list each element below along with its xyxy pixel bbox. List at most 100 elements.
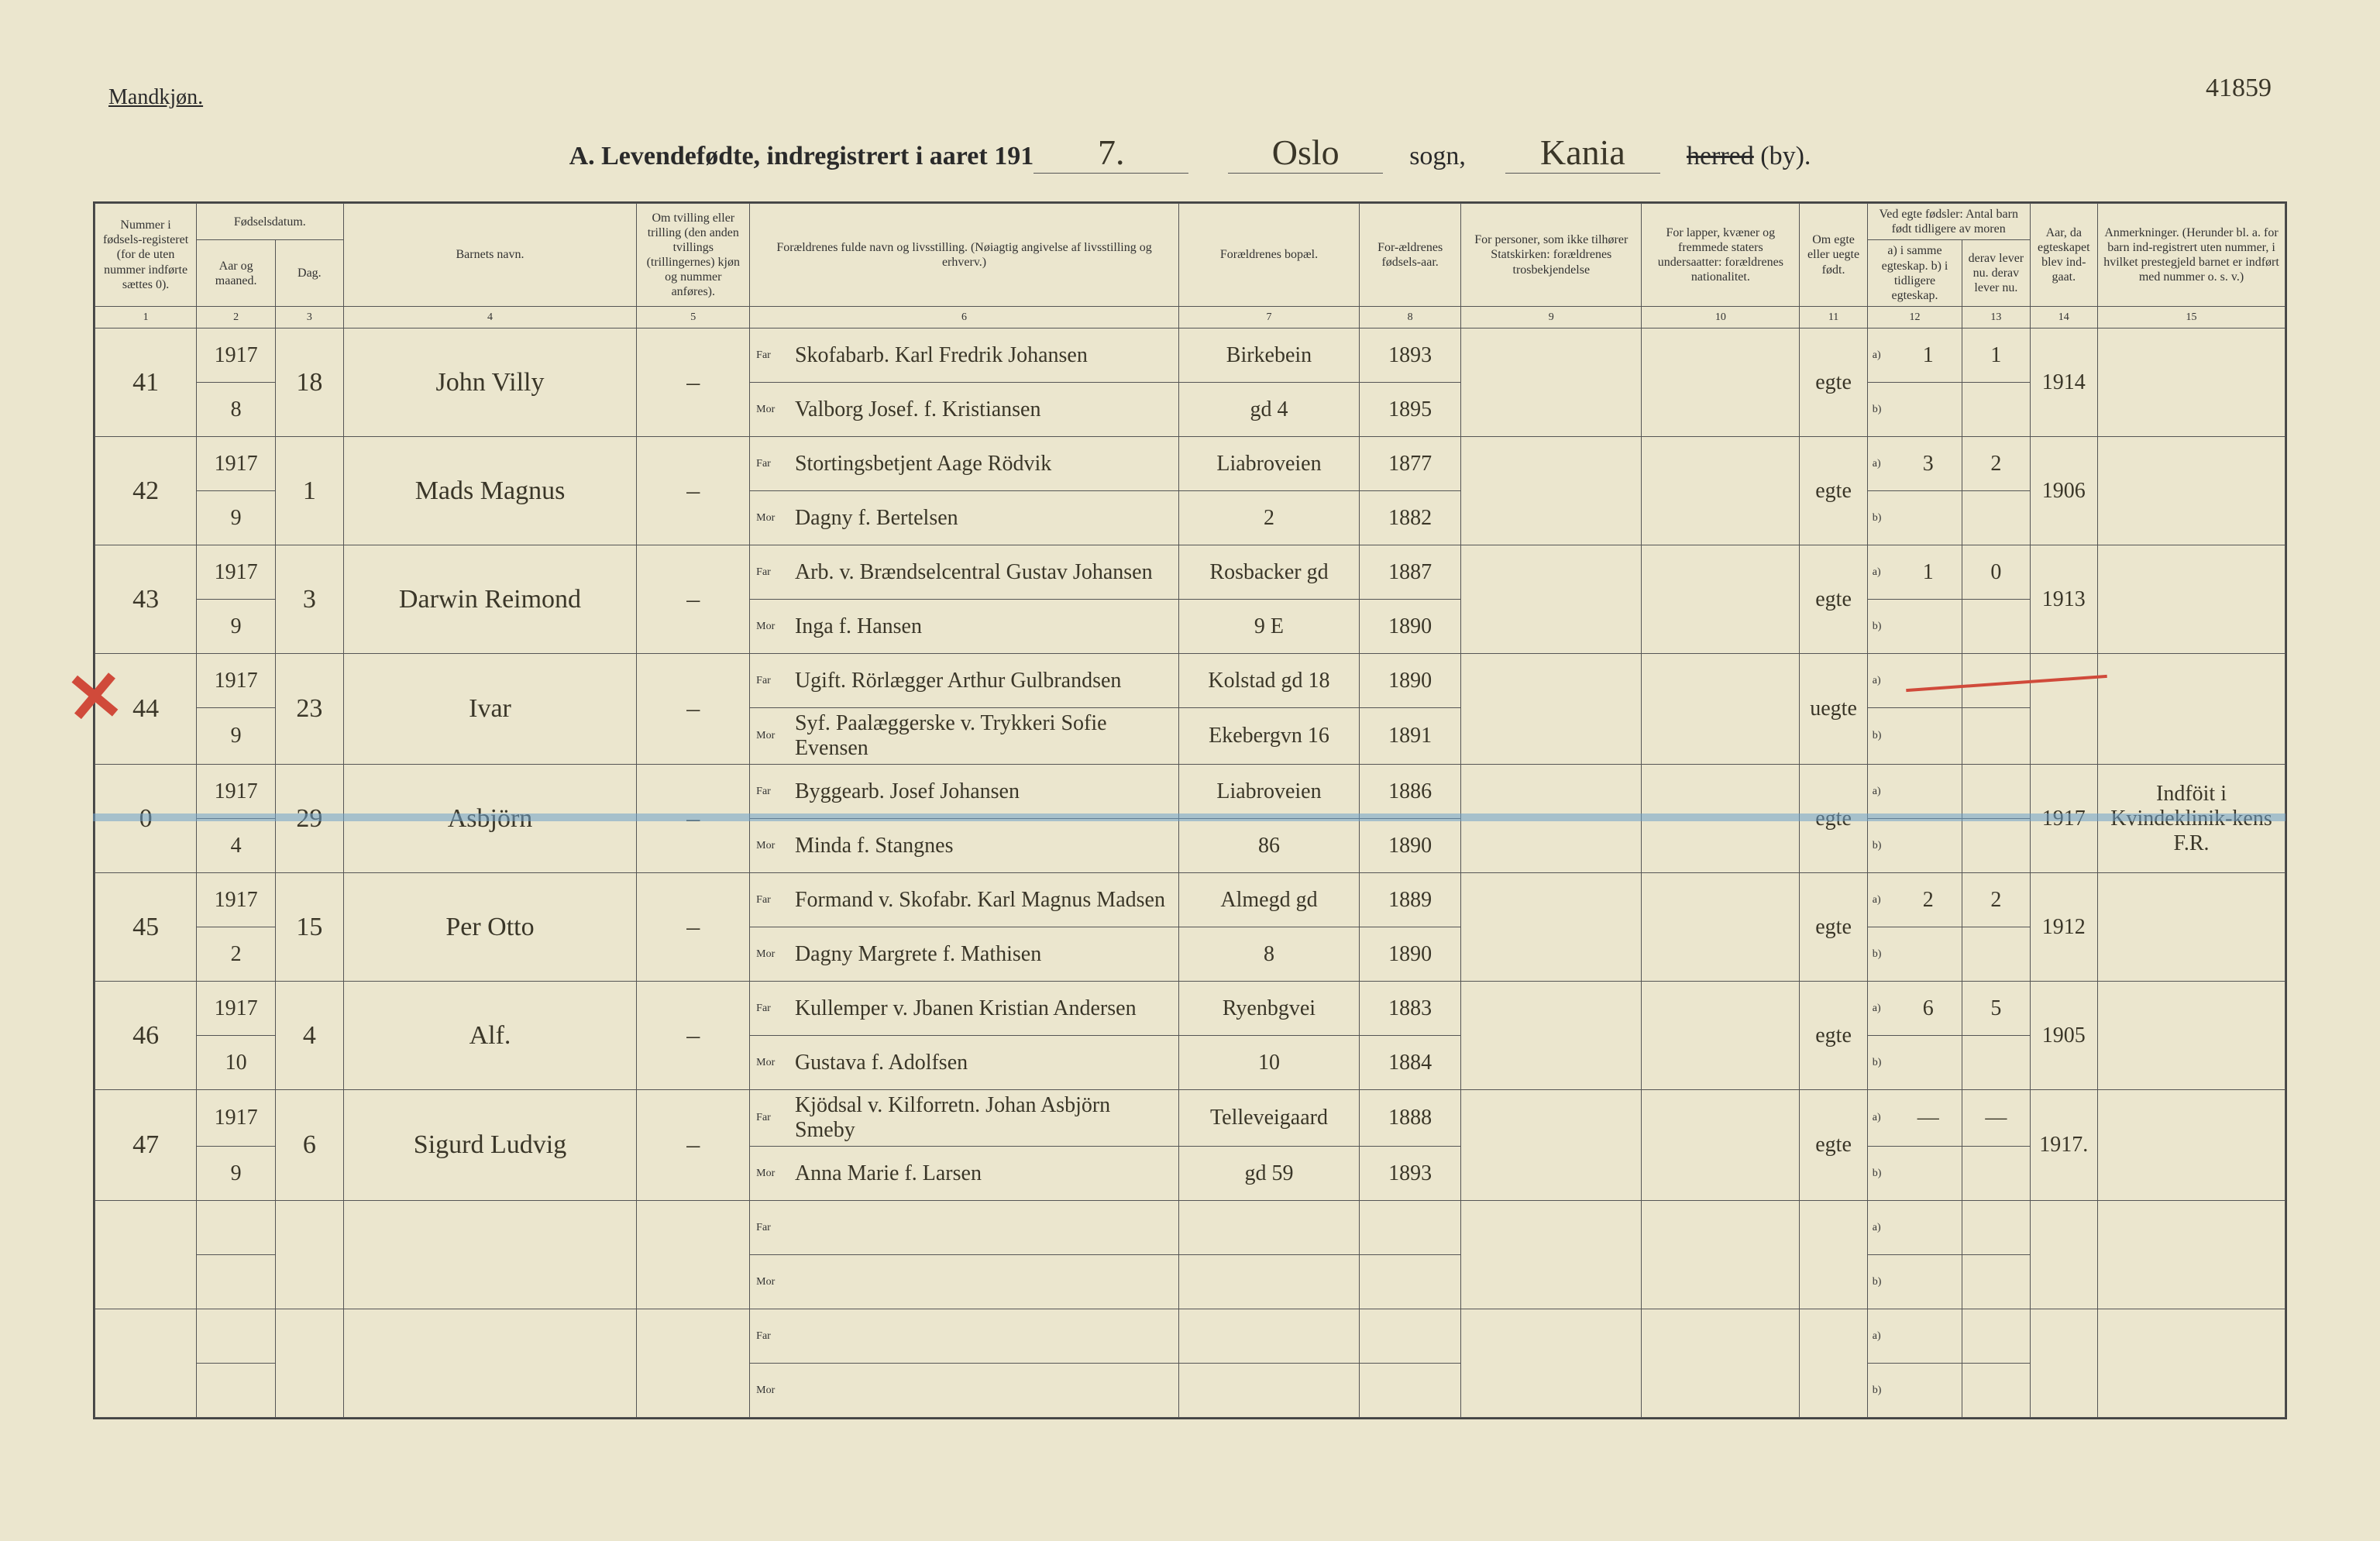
title-year-suffix: 7. [1034, 132, 1188, 174]
b-label: b) [1867, 1036, 1894, 1090]
father-residence: Birkebein [1178, 328, 1359, 383]
nationality-cell [1642, 437, 1800, 545]
herred-handwritten: Kania [1505, 132, 1660, 174]
legitimacy-cell: egte [1800, 873, 1867, 982]
col-12-header: a) i samme egteskap. b) i tidligere egte… [1867, 240, 1962, 307]
child-name [343, 1201, 637, 1309]
b-label: b) [1867, 819, 1894, 873]
mother-residence: gd 4 [1178, 383, 1359, 437]
far-label: Far [750, 1201, 795, 1255]
record-year: 1917 [197, 437, 276, 491]
record-month: 4 [197, 819, 276, 873]
father-name: Ugift. Rörlægger Arthur Gulbrandsen [795, 654, 1178, 708]
record-row-far: 0191729Asbjörn–FarByggearb. Josef Johans… [95, 765, 2285, 819]
mother-residence: 8 [1178, 927, 1359, 982]
remarks-cell [2098, 328, 2285, 437]
living-value: 0 [1962, 545, 2030, 600]
living-b-value [1962, 383, 2030, 437]
mother-name: Inga f. Hansen [795, 600, 1178, 654]
col-2-group-header: Fødselsdatum. [197, 204, 343, 240]
a-label: a) [1867, 1309, 1894, 1364]
colnum: 13 [1962, 307, 2030, 328]
twin-cell: – [637, 982, 750, 1090]
record-year: 1917 [197, 982, 276, 1036]
child-name: Ivar [343, 654, 637, 765]
twin-cell [637, 1201, 750, 1309]
colnum: 11 [1800, 307, 1867, 328]
marriage-year [2030, 1201, 2097, 1309]
record-number: 0 [95, 765, 197, 873]
mor-label: Mor [750, 1147, 795, 1201]
record-day: 3 [276, 545, 343, 654]
record-day [276, 1201, 343, 1309]
record-number: 42 [95, 437, 197, 545]
mother-name: Valborg Josef. f. Kristiansen [795, 383, 1178, 437]
register-table: Nummer i fødsels-registeret (for de uten… [95, 203, 2285, 1418]
religion-cell [1461, 765, 1642, 873]
record-number: 45 [95, 873, 197, 982]
b-value [1894, 708, 1962, 765]
nationality-cell [1642, 982, 1800, 1090]
living-b-value [1962, 600, 2030, 654]
twin-cell: – [637, 654, 750, 765]
record-month [197, 1255, 276, 1309]
colnum: 2 [197, 307, 276, 328]
child-name: Per Otto [343, 873, 637, 982]
mother-birthyear [1360, 1364, 1461, 1418]
far-label: Far [750, 545, 795, 600]
a-label: a) [1867, 1201, 1894, 1255]
legitimacy-cell: uegte [1800, 654, 1867, 765]
colnum: 3 [276, 307, 343, 328]
nationality-cell [1642, 654, 1800, 765]
marriage-year: 1913 [2030, 545, 2097, 654]
remarks-cell: Indföit i Kvindeklinik-kens F.R. [2098, 765, 2285, 873]
mother-residence [1178, 1255, 1359, 1309]
col-3-header: Dag. [276, 240, 343, 307]
a-label: a) [1867, 437, 1894, 491]
father-name: Stortingsbetjent Aage Rödvik [795, 437, 1178, 491]
mor-label: Mor [750, 383, 795, 437]
record-number: 47 [95, 1090, 197, 1201]
twin-cell: – [637, 873, 750, 982]
a-value: 3 [1894, 437, 1962, 491]
living-b-value [1962, 1147, 2030, 1201]
living-value: — [1962, 1090, 2030, 1147]
colnum: 7 [1178, 307, 1359, 328]
legitimacy-cell: egte [1800, 982, 1867, 1090]
record-month: 9 [197, 491, 276, 545]
mother-residence: 9 E [1178, 600, 1359, 654]
mother-residence [1178, 1364, 1359, 1418]
marriage-year: 1914 [2030, 328, 2097, 437]
mother-birthyear: 1890 [1360, 927, 1461, 982]
far-label: Far [750, 873, 795, 927]
col-6-header: Forældrenes fulde navn og livsstilling. … [750, 204, 1179, 307]
mother-birthyear: 1890 [1360, 600, 1461, 654]
b-value [1894, 927, 1962, 982]
mother-name: Syf. Paalæggerske v. Trykkeri Sofie Even… [795, 708, 1178, 765]
father-name: Arb. v. Brændselcentral Gustav Johansen [795, 545, 1178, 600]
mother-residence: Ekebergvn 16 [1178, 708, 1359, 765]
father-name [795, 1309, 1178, 1364]
col-7-header: Forældrenes bopæl. [1178, 204, 1359, 307]
living-b-value [1962, 927, 2030, 982]
far-label: Far [750, 437, 795, 491]
record-row-far: 4719176Sigurd Ludvig–FarKjödsal v. Kilfo… [95, 1090, 2285, 1147]
record-day: 29 [276, 765, 343, 873]
father-residence: Ryenbgvei [1178, 982, 1359, 1036]
record-year: 1917 [197, 328, 276, 383]
record-year: 1917 [197, 873, 276, 927]
twin-cell: – [637, 1090, 750, 1201]
record-day: 6 [276, 1090, 343, 1201]
living-value: 2 [1962, 437, 2030, 491]
mother-name: Dagny f. Bertelsen [795, 491, 1178, 545]
record-number: 41 [95, 328, 197, 437]
record-row-far: Far a) [95, 1201, 2285, 1255]
religion-cell [1461, 545, 1642, 654]
record-year: 1917 [197, 545, 276, 600]
religion-cell [1461, 1201, 1642, 1309]
record-day: 23 [276, 654, 343, 765]
col-5-header: Om tvilling eller trilling (den anden tv… [637, 204, 750, 307]
mother-name [795, 1364, 1178, 1418]
far-label: Far [750, 765, 795, 819]
father-residence: Telleveigaard [1178, 1090, 1359, 1147]
